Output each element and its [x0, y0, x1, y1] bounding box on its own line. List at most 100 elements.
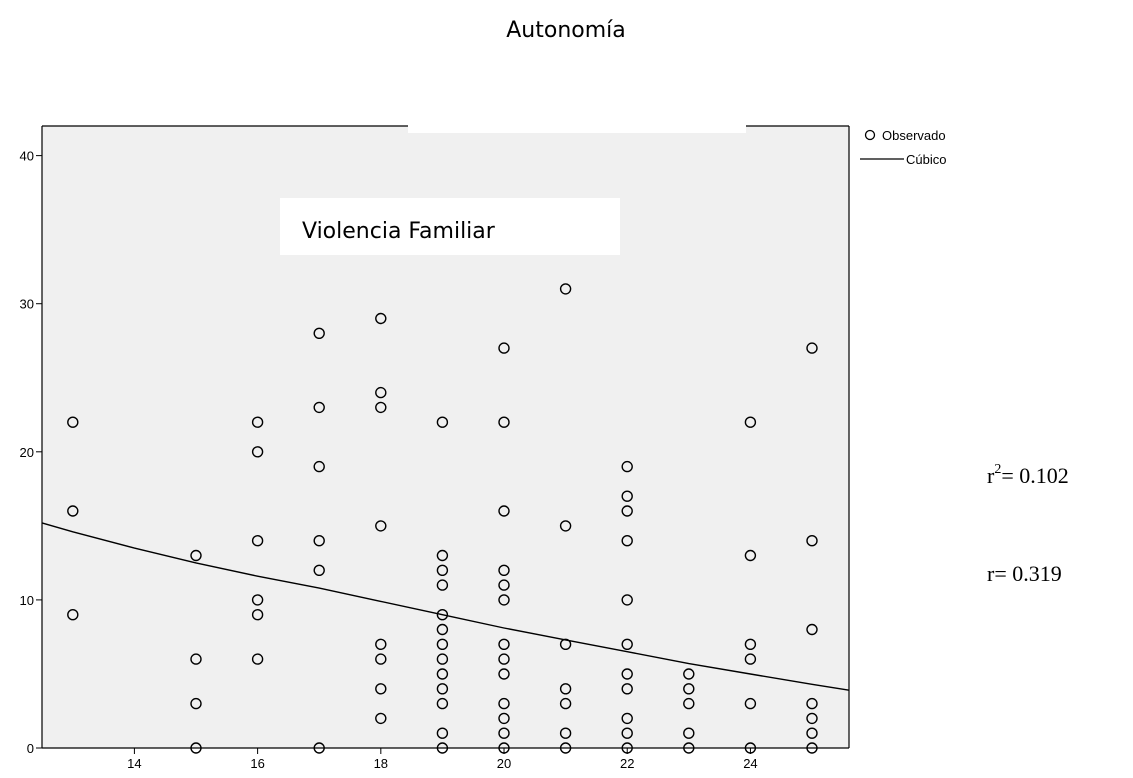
x-label-box	[280, 198, 620, 255]
data-point	[744, 638, 757, 650]
data-point	[559, 283, 572, 295]
y-tick-label: 20	[20, 445, 34, 460]
data-point	[683, 742, 695, 754]
frame-gap	[408, 124, 746, 133]
data-point	[251, 653, 264, 665]
data-point	[621, 742, 633, 754]
x-tick-label: 20	[497, 756, 511, 771]
legend-label-observed: Observado	[882, 128, 946, 143]
data-point	[806, 697, 818, 710]
data-point	[190, 653, 202, 665]
r-squared-exponent: 2	[994, 462, 1001, 477]
data-point	[436, 638, 449, 650]
data-point	[375, 386, 387, 399]
data-point	[313, 327, 325, 339]
fit-line-cubic	[41, 522, 850, 691]
data-point	[436, 742, 449, 754]
data-point	[375, 520, 387, 532]
data-point	[375, 683, 387, 695]
data-point	[683, 668, 695, 680]
data-point	[621, 594, 633, 606]
data-point	[744, 697, 757, 710]
data-point	[559, 742, 572, 754]
data-point	[621, 505, 633, 517]
data-point	[67, 609, 79, 621]
data-point	[313, 564, 325, 576]
data-point	[67, 416, 79, 428]
data-point	[251, 446, 264, 458]
data-point	[436, 653, 449, 665]
x-tick-label: 24	[743, 756, 757, 771]
data-point	[498, 697, 510, 710]
data-point	[559, 520, 572, 532]
data-point	[498, 342, 510, 354]
data-point	[621, 638, 633, 650]
data-point	[806, 742, 818, 754]
data-point	[498, 653, 510, 665]
data-point	[621, 490, 633, 502]
observed-points	[67, 283, 818, 754]
data-point	[806, 623, 818, 636]
data-point	[436, 683, 449, 695]
r-squared-base: r	[987, 463, 995, 488]
data-point	[498, 505, 510, 517]
y-tick-label: 0	[27, 741, 34, 756]
data-point	[559, 697, 572, 710]
data-point	[498, 564, 510, 576]
y-tick-label: 10	[20, 593, 34, 608]
legend-label-fit: Cúbico	[906, 152, 946, 167]
r-squared-label: r2= 0.102	[987, 462, 1069, 488]
data-point	[436, 668, 449, 680]
data-point	[806, 727, 818, 739]
data-point	[251, 594, 264, 606]
x-tick-label: 22	[620, 756, 634, 771]
chart-title: Autonomía	[506, 18, 626, 43]
data-point	[190, 697, 202, 710]
data-point	[621, 535, 633, 547]
data-point	[559, 683, 572, 695]
r-squared-value: = 0.102	[1001, 463, 1068, 488]
data-point	[621, 668, 633, 680]
data-point	[498, 416, 510, 428]
data-point	[375, 712, 387, 725]
data-point	[621, 727, 633, 739]
x-tick-label: 14	[127, 756, 141, 771]
statistics-annotation: r2= 0.102 r= 0.319	[987, 462, 1069, 586]
data-point	[313, 535, 325, 547]
data-point	[806, 342, 818, 354]
y-axis: 0 10 20 30 40	[20, 149, 42, 756]
r-label: r= 0.319	[987, 561, 1062, 586]
data-point	[621, 712, 633, 725]
data-point	[190, 742, 202, 754]
data-point	[436, 564, 449, 576]
data-point	[190, 549, 202, 562]
data-point	[436, 727, 449, 739]
data-point	[806, 535, 818, 547]
x-tick-label: 18	[374, 756, 388, 771]
data-point	[498, 579, 510, 591]
data-point	[436, 579, 449, 591]
data-point	[559, 638, 572, 650]
data-point	[498, 712, 510, 725]
data-point	[436, 549, 449, 562]
data-point	[683, 727, 695, 739]
data-point	[313, 742, 325, 754]
data-point	[436, 416, 449, 428]
data-point	[744, 653, 757, 665]
data-point	[375, 312, 387, 325]
legend-marker-observed	[864, 129, 876, 141]
data-point	[313, 460, 325, 473]
data-point	[744, 416, 757, 428]
data-point	[498, 727, 510, 739]
data-point	[683, 697, 695, 710]
data-point	[375, 401, 387, 414]
x-axis: 14 16 18 20 22 24	[127, 748, 758, 771]
data-point	[744, 742, 757, 754]
data-point	[436, 697, 449, 710]
data-point	[251, 609, 264, 621]
data-point	[67, 505, 79, 517]
x-axis-label: Violencia Familiar	[302, 219, 496, 244]
data-point	[744, 549, 757, 562]
data-point	[498, 594, 510, 606]
